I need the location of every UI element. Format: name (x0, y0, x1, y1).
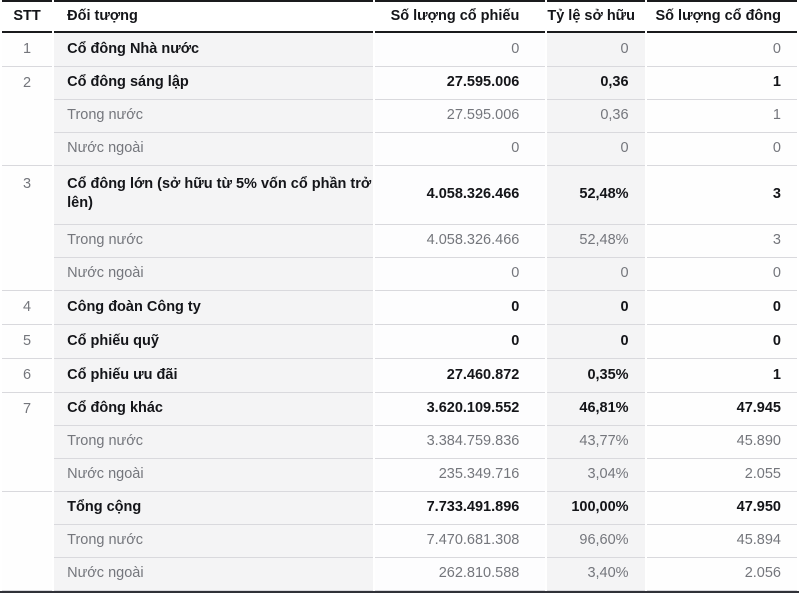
cell-holders: 1 (646, 67, 797, 100)
cell-stt: 4 (2, 291, 53, 325)
cell-holders: 1 (646, 100, 797, 133)
cell-shares: 7.470.681.308 (374, 525, 546, 558)
cell-shares: 0 (374, 33, 546, 67)
header-ratio: Tỷ lệ sở hữu (547, 0, 645, 33)
cell-shares: 7.733.491.896 (374, 492, 546, 525)
cell-holders: 3 (646, 225, 797, 258)
cell-holders: 0 (646, 291, 797, 325)
cell-ratio: 3,04% (547, 459, 645, 492)
cell-holders: 2.055 (646, 459, 797, 492)
cell-ratio: 52,48% (547, 166, 645, 225)
cell-ratio: 43,77% (547, 426, 645, 459)
table-row: Nước ngoài 0 0 0 (2, 258, 797, 291)
cell-shares: 4.058.326.466 (374, 166, 546, 225)
cell-holders: 0 (646, 133, 797, 166)
cell-holders: 1 (646, 359, 797, 393)
table-row: 6 Cổ phiếu ưu đãi 27.460.872 0,35% 1 (2, 359, 797, 393)
cell-ratio: 0,35% (547, 359, 645, 393)
cell-stt: 5 (2, 325, 53, 359)
cell-ratio: 0 (547, 133, 645, 166)
cell-subject: Nước ngoài (54, 133, 373, 166)
table-row: 1 Cổ đông Nhà nước 0 0 0 (2, 33, 797, 67)
cell-ratio: 0 (547, 33, 645, 67)
cell-ratio: 96,60% (547, 525, 645, 558)
cell-subject: Cổ phiếu ưu đãi (54, 359, 373, 393)
cell-ratio: 100,00% (547, 492, 645, 525)
cell-subject: Trong nước (54, 225, 373, 258)
cell-ratio: 0,36 (547, 100, 645, 133)
table-row: Tổng cộng 7.733.491.896 100,00% 47.950 (2, 492, 797, 591)
cell-holders: 0 (646, 258, 797, 291)
cell-subject: Tổng cộng (54, 492, 373, 525)
table-row: 3 Cổ đông lớn (sở hữu từ 5% vốn cổ phần t… (2, 166, 797, 291)
header-subject: Đối tượng (54, 0, 373, 33)
cell-shares: 0 (374, 258, 546, 291)
cell-shares: 27.595.006 (374, 67, 546, 100)
header-shares: Số lượng cổ phiếu (374, 0, 546, 33)
cell-stt: 7 (2, 393, 53, 492)
table-row: 2 Cổ đông sáng lập 27.595.006 0,36 1 (2, 67, 797, 166)
cell-holders: 0 (646, 33, 797, 67)
cell-subject: Công đoàn Công ty (54, 291, 373, 325)
table-row: Trong nước 3.384.759.836 43,77% 45.890 (2, 426, 797, 459)
table-row: Nước ngoài 0 0 0 (2, 133, 797, 166)
cell-holders: 2.056 (646, 558, 797, 591)
cell-shares: 3.384.759.836 (374, 426, 546, 459)
cell-stt: 1 (2, 33, 53, 67)
cell-subject: Cổ đông khác (54, 393, 373, 426)
cell-holders: 47.950 (646, 492, 797, 525)
table-header: STT Đối tượng Số lượng cổ phiếu Tỷ lệ sở… (2, 0, 797, 33)
cell-stt: 6 (2, 359, 53, 393)
cell-shares: 0 (374, 325, 546, 359)
table-row: Trong nước 27.595.006 0,36 1 (2, 100, 797, 133)
cell-shares: 27.595.006 (374, 100, 546, 133)
header-row: STT Đối tượng Số lượng cổ phiếu Tỷ lệ sở… (2, 0, 797, 33)
cell-holders: 45.894 (646, 525, 797, 558)
table-row: 5 Cổ phiếu quỹ 0 0 0 (2, 325, 797, 359)
cell-subject: Cổ đông lớn (sở hữu từ 5% vốn cổ phần tr… (54, 166, 373, 225)
table-row: Trong nước 4.058.326.466 52,48% 3 (2, 225, 797, 258)
cell-ratio: 3,40% (547, 558, 645, 591)
table-row: Trong nước 7.470.681.308 96,60% 45.894 (2, 525, 797, 558)
cell-stt (2, 492, 53, 591)
cell-subject: Trong nước (54, 100, 373, 133)
cell-ratio: 0 (547, 258, 645, 291)
cell-shares: 27.460.872 (374, 359, 546, 393)
cell-subject: Trong nước (54, 525, 373, 558)
cell-holders: 0 (646, 325, 797, 359)
cell-ratio: 0 (547, 325, 645, 359)
cell-subject: Nước ngoài (54, 459, 373, 492)
cell-holders: 47.945 (646, 393, 797, 426)
table-row: Nước ngoài 262.810.588 3,40% 2.056 (2, 558, 797, 591)
cell-stt: 3 (2, 166, 53, 291)
cell-shares: 4.058.326.466 (374, 225, 546, 258)
cell-subject: Nước ngoài (54, 558, 373, 591)
cell-ratio: 52,48% (547, 225, 645, 258)
cell-subject: Nước ngoài (54, 258, 373, 291)
shareholder-structure-table: STT Đối tượng Số lượng cổ phiếu Tỷ lệ sở… (0, 0, 799, 593)
cell-subject: Cổ đông Nhà nước (54, 33, 373, 67)
cell-ratio: 0,36 (547, 67, 645, 100)
cell-subject: Cổ phiếu quỹ (54, 325, 373, 359)
cell-shares: 3.620.109.552 (374, 393, 546, 426)
table-body: 1 Cổ đông Nhà nước 0 0 0 2 Cổ đông sáng lập 27.… (2, 33, 797, 591)
cell-shares: 0 (374, 291, 546, 325)
cell-subject: Cổ đông sáng lập (54, 67, 373, 100)
table-row: 7 Cổ đông khác 3.620.109.552 46,81% 47.945 (2, 393, 797, 492)
header-stt: STT (2, 0, 53, 33)
table-row: 4 Công đoàn Công ty 0 0 0 (2, 291, 797, 325)
cell-subject: Trong nước (54, 426, 373, 459)
cell-ratio: 46,81% (547, 393, 645, 426)
cell-shares: 262.810.588 (374, 558, 546, 591)
cell-holders: 45.890 (646, 426, 797, 459)
cell-shares: 0 (374, 133, 546, 166)
cell-ratio: 0 (547, 291, 645, 325)
cell-shares: 235.349.716 (374, 459, 546, 492)
cell-holders: 3 (646, 166, 797, 225)
header-holders: Số lượng cổ đông (646, 0, 797, 33)
table-row: Nước ngoài 235.349.716 3,04% 2.055 (2, 459, 797, 492)
cell-stt: 2 (2, 67, 53, 166)
